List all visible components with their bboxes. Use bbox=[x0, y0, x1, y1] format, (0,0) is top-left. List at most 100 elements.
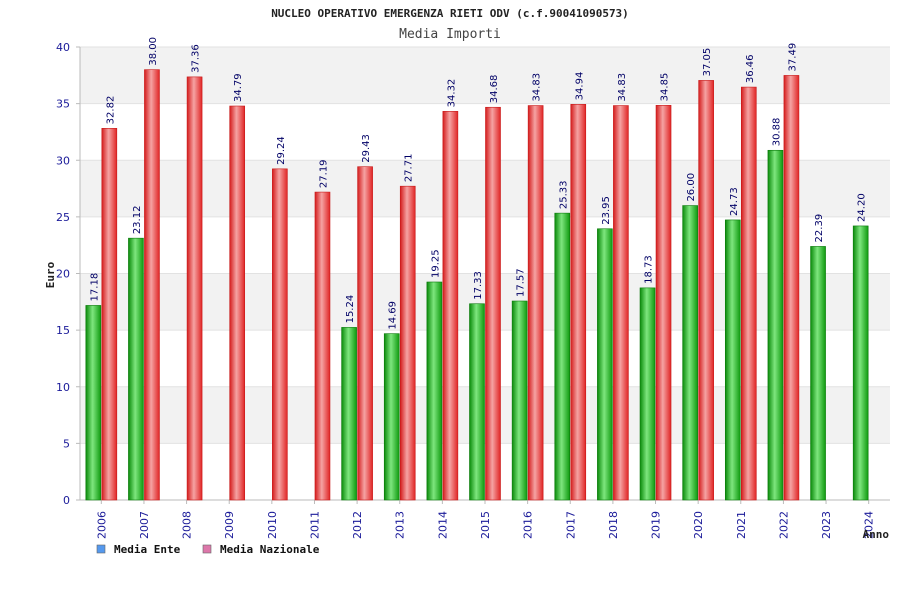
bar-media-ente-2022 bbox=[767, 149, 784, 501]
x-tick-label: 2014 bbox=[436, 511, 449, 539]
y-tick-label: 35 bbox=[56, 98, 70, 111]
value-label: 19.25 bbox=[430, 249, 441, 278]
value-label: 34.83 bbox=[532, 73, 543, 102]
bar-media-ente-2021 bbox=[724, 219, 741, 501]
value-label: 34.32 bbox=[446, 79, 457, 108]
bar-media-nazionale-2006 bbox=[101, 128, 118, 501]
bar-media-ente-2015 bbox=[469, 303, 485, 501]
value-label: 37.36 bbox=[191, 44, 202, 73]
value-label: 18.73 bbox=[644, 255, 655, 284]
bar-media-ente-2006 bbox=[85, 305, 102, 501]
x-tick-label: 2010 bbox=[266, 511, 279, 539]
bars-group bbox=[85, 69, 869, 501]
value-label: 26.00 bbox=[686, 173, 697, 202]
value-label: 34.85 bbox=[660, 73, 671, 102]
value-label: 23.12 bbox=[132, 206, 143, 235]
x-tick-label: 2013 bbox=[394, 511, 407, 539]
value-label: 37.49 bbox=[787, 43, 798, 72]
bar-media-nazionale-2016 bbox=[527, 105, 544, 501]
y-tick-label: 0 bbox=[63, 494, 70, 507]
x-axis-ticks: 2006 2007 2008 2009 2010 2011 2012 2013 2014 2015… bbox=[95, 500, 876, 539]
value-label: 14.69 bbox=[388, 301, 399, 330]
bar-media-nazionale-2012 bbox=[357, 166, 373, 501]
value-label: 27.71 bbox=[404, 154, 415, 183]
value-label: 36.46 bbox=[745, 54, 756, 83]
bar-media-ente-2012 bbox=[341, 327, 357, 501]
y-tick-label: 5 bbox=[63, 437, 70, 450]
y-axis-ticks: 0 5 10 15 20 25 30 35 40 bbox=[56, 41, 80, 507]
y-tick-label: 40 bbox=[56, 41, 70, 54]
value-label: 34.79 bbox=[233, 73, 244, 102]
bar-media-ente-2014 bbox=[426, 281, 443, 501]
y-axis-label: Euro bbox=[44, 261, 57, 288]
x-tick-label: 2016 bbox=[522, 511, 535, 539]
value-label: 29.24 bbox=[276, 136, 287, 165]
chart-subtitle: Media Importi bbox=[399, 27, 501, 42]
value-label: 37.05 bbox=[702, 48, 713, 77]
legend: Media Ente Media Nazionale bbox=[96, 543, 320, 556]
bar-media-ente-2024 bbox=[852, 225, 869, 501]
value-label: 30.88 bbox=[771, 118, 782, 147]
x-tick-label: 2021 bbox=[735, 511, 748, 539]
x-tick-label: 2015 bbox=[479, 511, 492, 539]
x-axis-label: Anno bbox=[863, 528, 890, 541]
bar-media-nazionale-2017 bbox=[570, 104, 587, 501]
bar-media-nazionale-2022 bbox=[783, 75, 800, 501]
legend-label-media-ente: Media Ente bbox=[114, 543, 181, 556]
value-label: 32.82 bbox=[105, 96, 116, 125]
y-tick-label: 20 bbox=[56, 268, 70, 281]
value-label: 24.20 bbox=[857, 193, 868, 222]
value-label: 27.19 bbox=[318, 159, 329, 188]
x-tick-label: 2018 bbox=[607, 511, 620, 539]
x-tick-label: 2020 bbox=[692, 511, 705, 539]
bar-media-nazionale-2013 bbox=[399, 185, 416, 501]
bar-media-nazionale-2011 bbox=[314, 191, 331, 501]
value-label: 34.68 bbox=[489, 75, 500, 104]
bar-media-ente-2020 bbox=[682, 205, 698, 501]
bar-media-nazionale-2008 bbox=[186, 76, 203, 501]
y-tick-label: 25 bbox=[56, 211, 70, 224]
bar-media-nazionale-2021 bbox=[740, 86, 757, 501]
bar-media-ente-2016 bbox=[511, 300, 528, 501]
value-label: 17.57 bbox=[516, 268, 527, 297]
value-label: 38.00 bbox=[148, 37, 159, 66]
bar-media-nazionale-2015 bbox=[485, 106, 501, 501]
y-tick-label: 30 bbox=[56, 154, 70, 167]
value-label: 25.33 bbox=[558, 180, 569, 209]
x-tick-label: 2022 bbox=[777, 511, 790, 539]
bar-media-ente-2017 bbox=[554, 212, 571, 501]
bar-media-nazionale-2007 bbox=[144, 69, 160, 501]
legend-swatch-media-ente bbox=[96, 544, 106, 554]
chart-title: NUCLEO OPERATIVO EMERGENZA RIETI ODV (c.… bbox=[271, 7, 629, 20]
value-label: 17.33 bbox=[473, 271, 484, 300]
bar-media-nazionale-2020 bbox=[698, 80, 714, 501]
value-labels: 17.18 32.82 23.12 38.00 37.36 34.79 29.24 27.19… bbox=[89, 37, 867, 330]
value-label: 22.39 bbox=[814, 214, 825, 243]
legend-swatch-media-nazionale bbox=[202, 544, 212, 554]
value-label: 24.73 bbox=[729, 187, 740, 216]
bar-media-nazionale-2019 bbox=[655, 105, 672, 501]
x-tick-label: 2017 bbox=[564, 511, 577, 539]
value-label: 23.95 bbox=[601, 196, 612, 225]
value-label: 17.18 bbox=[89, 273, 100, 302]
legend-label-media-nazionale: Media Nazionale bbox=[220, 543, 320, 556]
x-tick-label: 2007 bbox=[138, 511, 151, 539]
value-label: 29.43 bbox=[361, 134, 372, 163]
bar-media-ente-2013 bbox=[383, 333, 400, 501]
bar-media-ente-2019 bbox=[639, 287, 656, 501]
x-tick-label: 2023 bbox=[820, 511, 833, 539]
x-tick-label: 2024 bbox=[863, 511, 876, 539]
bar-media-nazionale-2009 bbox=[229, 105, 246, 501]
bar-media-nazionale-2018 bbox=[613, 105, 629, 501]
y-tick-label: 10 bbox=[56, 381, 70, 394]
value-label: 34.94 bbox=[574, 72, 585, 101]
x-tick-label: 2009 bbox=[223, 511, 236, 539]
bar-media-ente-2007 bbox=[128, 237, 144, 501]
y-tick-label: 15 bbox=[56, 324, 70, 337]
x-tick-label: 2019 bbox=[650, 511, 663, 539]
x-tick-label: 2008 bbox=[181, 511, 194, 539]
x-tick-label: 2012 bbox=[351, 511, 364, 539]
x-tick-label: 2011 bbox=[308, 511, 321, 539]
bar-media-ente-2018 bbox=[597, 228, 613, 501]
bar-media-nazionale-2014 bbox=[442, 111, 459, 501]
